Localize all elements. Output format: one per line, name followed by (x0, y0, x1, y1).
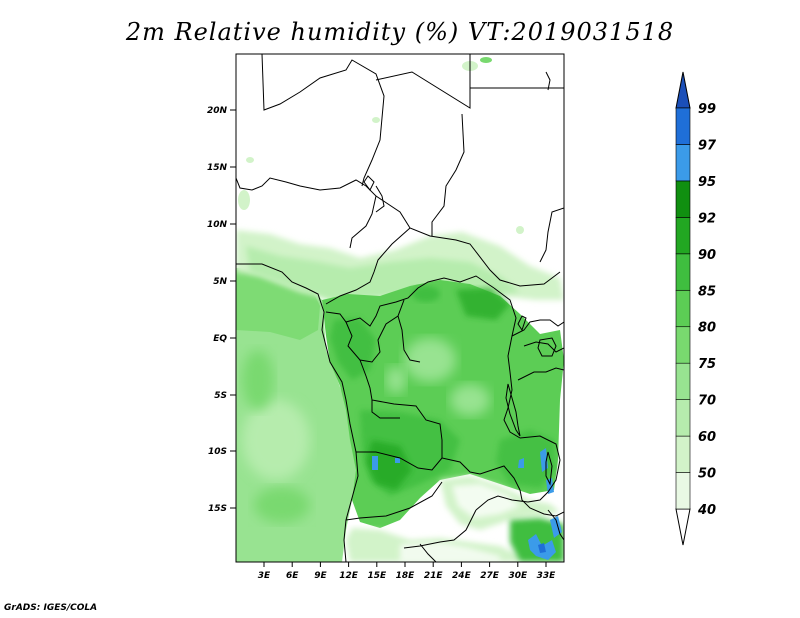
colorbar-bottom-arrow (675, 508, 691, 546)
lon-tick-label: 15E (367, 571, 387, 581)
colorbar-swatch (675, 326, 691, 364)
colorbar-level-label: 90 (698, 248, 716, 263)
colorbar-level-label: 60 (698, 430, 716, 445)
coastline (236, 263, 359, 562)
lon-tick-label: 24E (452, 571, 472, 581)
lat-tick-label: 5S (214, 391, 227, 401)
lon-tick-label: 30E (508, 571, 528, 581)
lat-tick-label: 15N (207, 163, 228, 173)
colorbar-level-label: 40 (697, 503, 716, 518)
colorbar: 40 50 60 70 75 80 85 90 92 95 97 99 (675, 71, 717, 546)
lat-tick-label: 20N (207, 106, 228, 116)
colorbar-level-label: 99 (698, 102, 716, 117)
lake-victoria (537, 337, 557, 357)
colorbar-level-label: 75 (698, 357, 716, 372)
map-frame (235, 53, 565, 563)
lake-malawi (545, 451, 553, 486)
colorbar-level-label: 50 (698, 467, 716, 482)
colorbar-swatch (675, 217, 691, 255)
ocean-dry-patch (242, 400, 310, 480)
colorbar-level-label: 97 (698, 138, 717, 153)
lon-tick-label: 18E (396, 571, 416, 581)
lakes (363, 175, 557, 486)
colorbar-level-label: 85 (698, 284, 716, 299)
latitude-axis: 20N 15N 10N 5N EQ 5S 10S 15S (207, 106, 236, 514)
colorbar-swatch (675, 435, 691, 473)
lat-tick-label: 10N (207, 220, 228, 230)
colorbar-swatch (675, 472, 691, 510)
colorbar-swatch (675, 399, 691, 437)
longitude-axis: 3E 6E 9E 12E 15E 18E 21E 24E 27E 30E 33E (258, 562, 556, 581)
lake-tanganyika (505, 383, 521, 437)
colorbar-swatch (675, 107, 691, 145)
lake-albert (517, 315, 527, 332)
lat-tick-label: 5N (213, 277, 227, 287)
colorbar-swatch (675, 289, 691, 328)
lon-tick-label: 12E (339, 571, 359, 581)
lon-tick-label: 21E (424, 571, 444, 581)
colorbar-level-label: 92 (698, 211, 716, 226)
lon-tick-label: 3E (258, 571, 271, 581)
lat-tick-label: 15S (208, 504, 227, 514)
map-title: 2m Relative humidity (%) VT:2019031518 (125, 18, 675, 46)
lat-tick-label: EQ (213, 334, 227, 344)
colorbar-top-arrow (675, 71, 691, 109)
lon-tick-label: 9E (314, 571, 327, 581)
colorbar-level-label: 70 (698, 394, 716, 409)
colorbar-level-label: 80 (698, 321, 716, 336)
lat-tick-label: 10S (208, 447, 227, 457)
grads-credit: GrADS: IGES/COLA (4, 603, 98, 613)
colorbar-swatch (675, 144, 691, 182)
colorbar-swatch (675, 253, 691, 291)
lon-tick-label: 27E (480, 571, 500, 581)
lake-chad (363, 175, 375, 191)
colorbar-swatch (675, 180, 691, 218)
humidity-field (236, 54, 564, 562)
colorbar-level-label: 95 (698, 175, 716, 190)
colorbar-swatch (675, 362, 691, 400)
lon-tick-label: 6E (286, 571, 299, 581)
dry-patch-central (404, 338, 456, 382)
country-borders (236, 54, 564, 562)
lon-tick-label: 33E (537, 571, 557, 581)
